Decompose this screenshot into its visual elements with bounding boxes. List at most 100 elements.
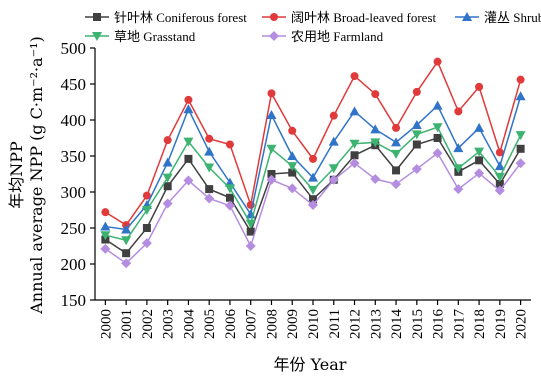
- data-point: [309, 154, 317, 163]
- data-point: [224, 177, 235, 187]
- data-point: [433, 134, 442, 142]
- data-point: [288, 126, 297, 135]
- data-point: [162, 198, 173, 209]
- legend-label: 阔叶林 Broad-leaved forest: [291, 10, 437, 25]
- data-point: [515, 158, 526, 169]
- data-point: [475, 156, 484, 165]
- x-tick-label: 2007: [244, 309, 260, 340]
- legend-swatch-marker: [92, 32, 102, 41]
- data-point: [225, 193, 234, 202]
- data-point: [453, 184, 464, 195]
- x-tick-label: 2014: [389, 309, 405, 340]
- data-point: [308, 199, 318, 210]
- data-point: [412, 87, 421, 96]
- data-point: [349, 139, 360, 149]
- data-point: [515, 131, 526, 141]
- data-point: [121, 236, 132, 246]
- legend-entry: 灌丛 Shrub: [455, 10, 541, 25]
- data-point: [163, 182, 172, 191]
- data-point: [392, 123, 401, 132]
- data-point: [328, 164, 339, 174]
- data-point: [224, 200, 235, 211]
- x-tick-label: 2017: [451, 309, 467, 340]
- data-point: [349, 106, 360, 116]
- data-point: [183, 175, 194, 186]
- data-point: [454, 107, 463, 116]
- y-tick-label: 250: [61, 219, 87, 238]
- x-tick-label: 2002: [140, 309, 156, 339]
- data-point: [204, 163, 215, 173]
- y-tick-label: 300: [61, 183, 87, 202]
- data-point: [391, 179, 402, 190]
- data-point: [371, 90, 380, 99]
- x-tick-label: 2010: [306, 309, 322, 339]
- data-point: [412, 140, 421, 149]
- data-point: [266, 144, 277, 154]
- legend-swatch-marker: [269, 31, 279, 41]
- legend-entry: 阔叶林 Broad-leaved forest: [262, 10, 437, 25]
- data-point: [474, 168, 485, 179]
- data-point: [515, 91, 526, 101]
- x-tick-label: 2003: [161, 309, 177, 339]
- series-3: [100, 123, 526, 246]
- data-point: [494, 172, 505, 182]
- data-point: [287, 162, 298, 172]
- data-point: [163, 136, 172, 145]
- data-point: [308, 185, 318, 195]
- y-tick-label: 150: [61, 291, 87, 310]
- legend-swatch-marker: [270, 13, 278, 21]
- data-point: [495, 180, 504, 189]
- data-point: [204, 146, 215, 156]
- y-axis-title-line2: Annual average NPP (g C·m⁻²·a⁻¹): [27, 36, 46, 315]
- y-tick-label: 500: [61, 39, 87, 58]
- data-point: [142, 224, 151, 232]
- data-point: [246, 227, 255, 236]
- x-tick-label: 2015: [410, 309, 426, 339]
- data-point: [266, 174, 277, 185]
- x-tick-label: 2006: [223, 309, 239, 340]
- data-point: [121, 224, 132, 234]
- plot-area: [100, 57, 526, 269]
- data-point: [162, 173, 173, 183]
- data-point: [309, 195, 317, 204]
- data-point: [474, 122, 485, 132]
- data-point: [205, 134, 214, 143]
- data-point: [411, 130, 422, 140]
- x-tick-label: 2000: [98, 309, 114, 339]
- series-0: [101, 134, 525, 258]
- data-point: [432, 123, 443, 133]
- data-point: [245, 219, 256, 229]
- data-point: [225, 140, 234, 149]
- data-point: [141, 238, 152, 249]
- data-point: [121, 258, 132, 269]
- data-point: [288, 168, 297, 177]
- data-point: [474, 147, 485, 157]
- legend-label: 农用地 Farmland: [291, 29, 384, 44]
- x-tick-label: 2012: [348, 309, 364, 339]
- data-point: [100, 221, 111, 231]
- data-point: [267, 170, 276, 178]
- data-point: [245, 241, 256, 251]
- data-point: [100, 231, 111, 241]
- x-tick-label: 2005: [202, 309, 218, 339]
- y-axis-title-line1: 年均NPP: [7, 141, 26, 209]
- x-tick-label: 2016: [431, 309, 447, 340]
- series-4: [100, 148, 526, 269]
- data-point: [516, 75, 525, 84]
- legend-swatch-marker: [462, 12, 472, 21]
- data-point: [204, 193, 215, 204]
- legend-label: 灌丛 Shrub: [484, 10, 541, 25]
- legend-label: 草地 Grasstand: [114, 29, 196, 44]
- data-point: [287, 183, 298, 194]
- data-point: [391, 137, 402, 147]
- x-tick-label: 2018: [472, 309, 488, 339]
- data-point: [328, 174, 339, 185]
- x-tick-label: 2019: [493, 309, 509, 339]
- x-axis-title: 年份 Year: [274, 355, 347, 374]
- data-point: [370, 138, 381, 148]
- y-tick-label: 400: [61, 111, 87, 130]
- data-point: [392, 166, 401, 175]
- data-point: [350, 72, 359, 81]
- y-tick-label: 450: [61, 75, 87, 94]
